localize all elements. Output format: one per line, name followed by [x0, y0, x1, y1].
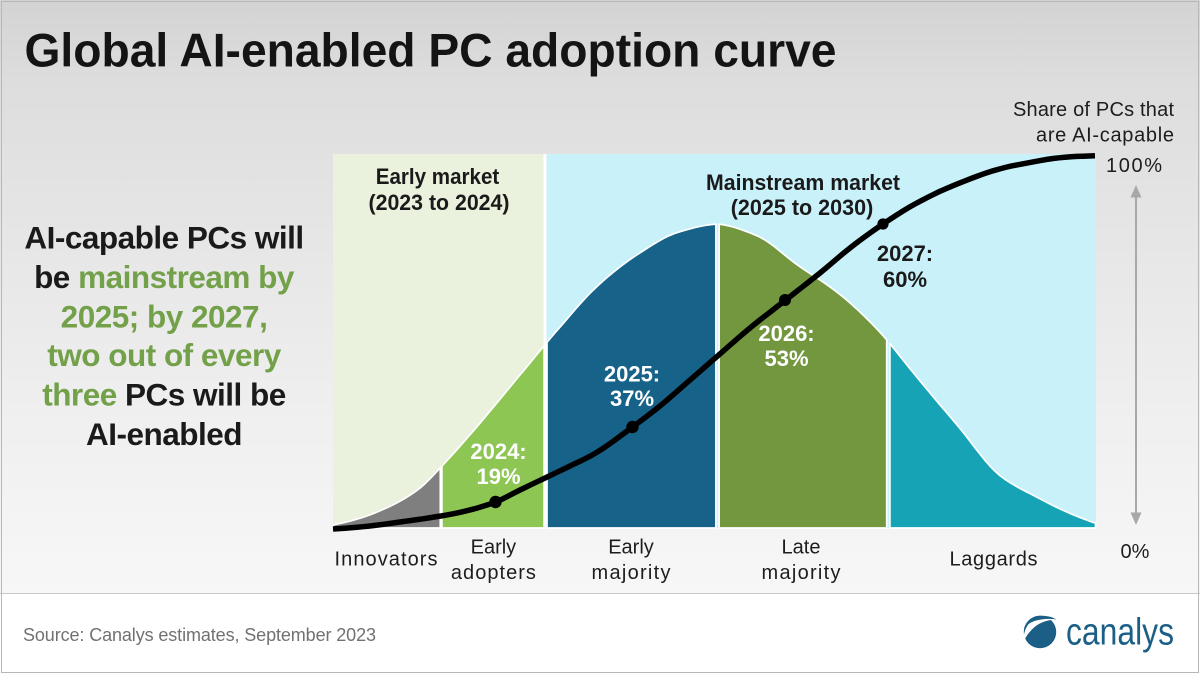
svg-text:majority: majority: [762, 562, 841, 584]
svg-text:Source: Canalys estimates, Sep: Source: Canalys estimates, September 202…: [23, 625, 376, 645]
svg-text:Share of PCs that: Share of PCs that: [1013, 99, 1174, 121]
svg-text:100%: 100%: [1106, 155, 1162, 177]
svg-text:Early market: Early market: [376, 164, 500, 189]
svg-text:adopters: adopters: [451, 562, 536, 584]
svg-text:(2023 to 2024): (2023 to 2024): [369, 190, 510, 215]
svg-text:AI-capable PCs will: AI-capable PCs will: [24, 220, 303, 256]
svg-text:Laggards: Laggards: [950, 549, 1038, 571]
svg-text:0%: 0%: [1121, 541, 1150, 563]
svg-text:2025; by 2027,: 2025; by 2027,: [61, 299, 268, 335]
svg-text:53%: 53%: [764, 346, 808, 371]
svg-text:Early: Early: [608, 537, 654, 559]
svg-text:be mainstream by: be mainstream by: [34, 259, 295, 295]
svg-text:2025:: 2025:: [604, 361, 660, 386]
svg-text:are AI-capable: are AI-capable: [1036, 124, 1174, 146]
svg-text:2026:: 2026:: [758, 321, 814, 346]
svg-text:three PCs will be: three PCs will be: [42, 376, 286, 412]
svg-text:2027:: 2027:: [877, 241, 933, 266]
svg-text:19%: 19%: [476, 464, 520, 489]
svg-text:two out of every: two out of every: [47, 337, 282, 373]
svg-text:Late: Late: [782, 537, 821, 559]
svg-text:Innovators: Innovators: [335, 549, 438, 571]
svg-text:canalys: canalys: [1066, 612, 1174, 654]
svg-text:2024:: 2024:: [470, 439, 526, 464]
svg-text:Early: Early: [471, 537, 517, 559]
svg-text:Global AI-enabled PC adoption: Global AI-enabled PC adoption curve: [25, 25, 837, 78]
svg-text:Mainstream market: Mainstream market: [706, 170, 901, 195]
svg-text:(2025 to 2030): (2025 to 2030): [731, 195, 874, 220]
svg-text:37%: 37%: [610, 386, 654, 411]
svg-text:60%: 60%: [883, 267, 927, 292]
svg-text:majority: majority: [592, 562, 671, 584]
svg-text:AI-enabled: AI-enabled: [86, 416, 242, 452]
